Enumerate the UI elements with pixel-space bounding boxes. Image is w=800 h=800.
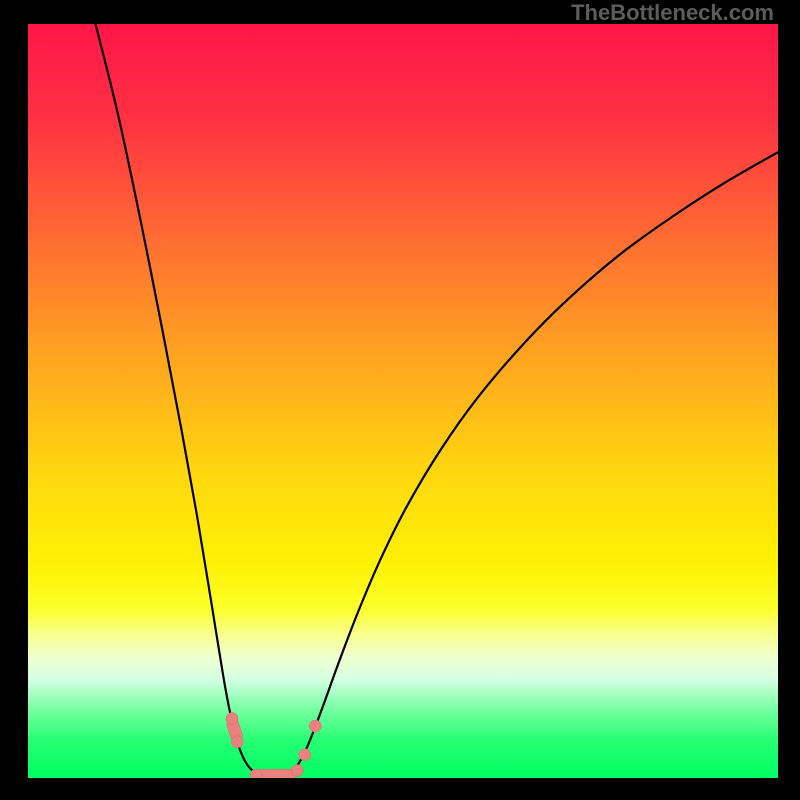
watermark-text: TheBottleneck.com: [571, 0, 774, 26]
marker-dot: [231, 736, 243, 748]
marker-dot: [299, 749, 311, 761]
marker-dot: [226, 712, 238, 724]
marker-dot: [309, 720, 321, 732]
chart-svg: [0, 0, 800, 800]
chart-frame: TheBottleneck.com: [0, 0, 800, 800]
marker-dot: [291, 764, 303, 776]
